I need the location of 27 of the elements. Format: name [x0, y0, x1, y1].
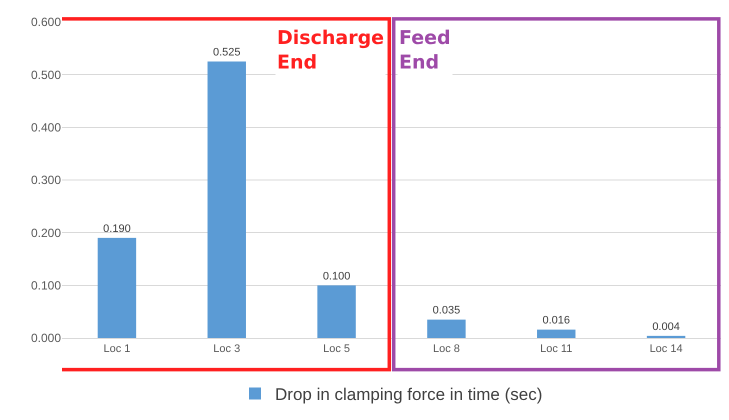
- y-tick-label: 0.100: [30, 278, 62, 293]
- y-tick-label: 0.200: [30, 226, 62, 240]
- y-tick-label: 0.300: [30, 173, 62, 188]
- y-tick-label: 0.000: [30, 331, 62, 346]
- x-tick-label: Loc 5: [323, 343, 350, 356]
- data-label: 0.190: [103, 222, 131, 235]
- annotation: Feed End: [399, 27, 451, 74]
- y-tick-label: 0.600: [30, 15, 62, 30]
- bar: [208, 62, 246, 338]
- legend-label: Drop in clamping force in time (sec): [275, 385, 542, 404]
- data-label: 0.525: [212, 46, 241, 58]
- x-tick-label: Loc 11: [540, 343, 572, 356]
- x-tick-label: Loc 14: [650, 343, 683, 356]
- data-label: 0.004: [652, 320, 680, 333]
- x-tick-label: Loc 1: [103, 343, 130, 356]
- data-label: 0.016: [542, 314, 570, 327]
- y-tick-label: 0.400: [30, 120, 62, 135]
- bar: [537, 330, 576, 338]
- annotation: Discharge End: [277, 27, 384, 74]
- x-tick-label: Loc 3: [213, 343, 240, 356]
- bar: [427, 320, 466, 338]
- data-label: 0.035: [432, 304, 460, 317]
- bar: [317, 285, 356, 338]
- data-label: 0.100: [322, 270, 350, 282]
- x-tick-label: Loc 8: [432, 343, 460, 356]
- bar: [98, 238, 136, 338]
- y-tick-label: 0.500: [30, 68, 62, 82]
